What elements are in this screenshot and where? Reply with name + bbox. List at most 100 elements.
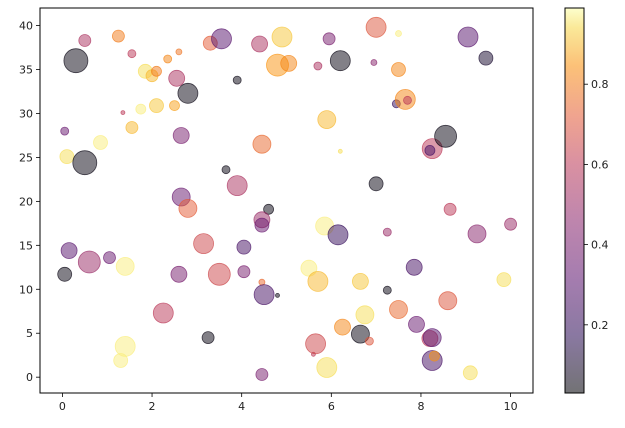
scatter-point <box>391 62 406 77</box>
scatter-point <box>405 258 423 276</box>
scatter-point <box>368 176 384 192</box>
scatter-point <box>125 121 139 134</box>
scatter-point <box>329 50 351 72</box>
scatter-point <box>114 335 136 357</box>
scatter-point <box>175 48 183 56</box>
scatter-point <box>63 48 89 74</box>
scatter-point <box>221 165 231 175</box>
x-tick-label: 4 <box>238 400 245 413</box>
scatter-point <box>327 224 349 246</box>
colorbar-ticks: 0.2 0.4 0.6 0.8 <box>584 78 609 332</box>
scatter-point <box>389 300 408 319</box>
scatter-point <box>232 75 242 85</box>
scatter-point <box>478 50 494 66</box>
scatter-point <box>172 127 190 144</box>
scatter-point <box>322 32 336 46</box>
scatter-point <box>201 331 215 345</box>
scatter-point <box>462 365 478 381</box>
scatter-point <box>168 69 186 87</box>
x-tick-label: 8 <box>417 400 424 413</box>
x-tick-label: 6 <box>328 400 335 413</box>
scatter-point <box>263 203 275 215</box>
scatter-point <box>307 270 329 292</box>
colorbar-frame <box>564 7 585 394</box>
scatter-point <box>211 28 232 50</box>
scatter-point <box>434 124 458 148</box>
x-tick-label: 2 <box>149 400 156 413</box>
scatter-point <box>496 272 512 288</box>
scatter-point <box>93 135 108 150</box>
scatter-point <box>59 149 75 165</box>
scatter-point <box>395 30 402 37</box>
scatter-point <box>170 265 188 283</box>
scatter-point <box>177 82 199 104</box>
scatter-point <box>305 333 327 355</box>
colorbar-tick-label: 0.4 <box>591 239 609 252</box>
scatter-point <box>438 291 458 311</box>
x-axis: 0 2 4 6 8 10 <box>59 393 518 413</box>
scatter-point <box>103 251 116 265</box>
scatter-point <box>350 324 370 344</box>
x-tick-label: 0 <box>59 400 66 413</box>
scatter-point <box>163 54 173 64</box>
scatter-point <box>77 250 101 274</box>
scatter-point <box>370 59 378 66</box>
scatter-point <box>403 95 412 105</box>
colorbar: 0.2 0.4 0.6 0.8 <box>564 7 609 394</box>
scatter-point <box>120 110 126 115</box>
scatter-point <box>112 29 125 43</box>
scatter-point <box>316 357 338 378</box>
scatter-point <box>193 233 215 255</box>
scatter-point <box>504 217 518 231</box>
scatter-point <box>169 100 180 111</box>
scatter-point <box>254 217 270 233</box>
scatter-point <box>313 61 323 71</box>
scatter-point <box>151 65 162 77</box>
y-tick-label: 15 <box>19 239 33 252</box>
scatter-point <box>334 318 351 336</box>
plot-frame <box>39 7 534 394</box>
y-tick-label: 35 <box>19 64 33 77</box>
colorbar-tick-label: 0.8 <box>591 78 609 91</box>
scatter-point <box>428 350 440 362</box>
scatter-point <box>424 144 436 156</box>
scatter-point <box>317 110 337 129</box>
scatter-point <box>78 34 92 47</box>
x-tick-label: 10 <box>504 400 518 413</box>
scatter-point <box>60 126 70 136</box>
scatter-point <box>226 175 248 197</box>
colorbar-tick-label: 0.6 <box>591 158 609 171</box>
scatter-point <box>207 262 231 286</box>
scatter-point <box>57 266 73 282</box>
colorbar-gradient <box>565 8 584 393</box>
scatter-point <box>382 285 392 295</box>
scatter-point <box>275 292 280 298</box>
scatter-point <box>364 336 374 346</box>
y-tick-label: 20 <box>19 195 33 208</box>
scatter-point <box>60 242 78 260</box>
scatter-point <box>280 55 298 72</box>
scatter-point <box>237 265 251 279</box>
y-axis: 0 5 10 15 20 25 30 35 40 <box>19 20 40 384</box>
scatter-point <box>408 315 425 333</box>
scatter-point <box>127 49 137 59</box>
plot-area <box>57 16 518 381</box>
scatter-point <box>355 305 375 325</box>
scatter-point <box>351 272 369 290</box>
scatter-point <box>253 284 275 306</box>
scatter-point <box>271 26 293 48</box>
scatter-point <box>252 134 272 154</box>
y-tick-label: 25 <box>19 151 33 164</box>
scatter-point <box>467 224 487 244</box>
scatter-point <box>135 103 147 115</box>
y-tick-label: 10 <box>19 283 33 296</box>
scatter-point <box>443 202 457 216</box>
scatter-point <box>178 198 198 218</box>
y-tick-label: 30 <box>19 107 33 120</box>
colorbar-tick-label: 0.2 <box>591 319 609 332</box>
scatter-point <box>337 148 343 154</box>
y-tick-label: 40 <box>19 20 33 33</box>
scatter-point <box>152 302 174 324</box>
y-tick-label: 5 <box>26 327 33 340</box>
